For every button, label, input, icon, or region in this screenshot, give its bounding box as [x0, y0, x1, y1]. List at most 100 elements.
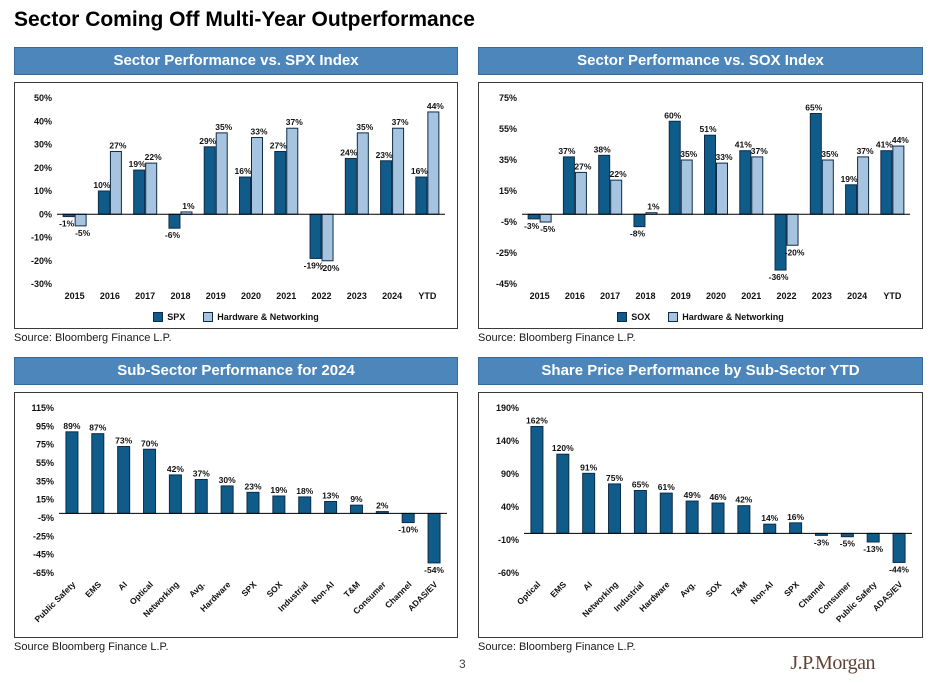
svg-text:37%: 37% [193, 469, 210, 479]
page-title: Sector Coming Off Multi-Year Outperforma… [14, 8, 475, 31]
svg-text:-10%: -10% [398, 525, 418, 535]
svg-text:2021: 2021 [276, 291, 296, 301]
svg-text:-5%: -5% [38, 513, 54, 523]
svg-text:30%: 30% [34, 140, 52, 150]
svg-text:51%: 51% [699, 124, 716, 134]
panel-ytd-chart-box: 190% 140% 90% 40% -10% -60% 162% 120% 91% 75% 65% 6… [478, 392, 923, 638]
svg-text:2018: 2018 [635, 291, 655, 301]
svg-text:44%: 44% [427, 101, 444, 111]
svg-text:-6%: -6% [165, 230, 181, 240]
page-number: 3 [459, 657, 466, 671]
svg-text:35%: 35% [36, 476, 54, 486]
svg-text:41%: 41% [875, 140, 892, 150]
svg-text:162%: 162% [526, 415, 548, 425]
legend-item-sox: SOX [617, 312, 650, 322]
panel-sox-source: Source: Bloomberg Finance L.P. [478, 332, 636, 344]
legend-item-hn: Hardware & Networking [203, 312, 319, 322]
svg-text:15%: 15% [36, 495, 54, 505]
svg-text:60%: 60% [664, 110, 681, 120]
svg-text:0%: 0% [39, 209, 52, 219]
svg-text:-45%: -45% [33, 550, 54, 560]
svg-text:23%: 23% [244, 481, 261, 491]
svg-text:2022: 2022 [776, 291, 796, 301]
svg-text:2019: 2019 [670, 291, 690, 301]
svg-text:2%: 2% [376, 501, 389, 511]
svg-text:37%: 37% [286, 117, 303, 127]
svg-text:14%: 14% [761, 513, 778, 523]
svg-text:2024: 2024 [847, 291, 867, 301]
svg-text:Non-AI: Non-AI [309, 579, 336, 606]
jpmorgan-logo: J.P.Morgan [790, 652, 875, 674]
svg-text:65%: 65% [805, 103, 822, 113]
svg-text:Avg.: Avg. [187, 579, 207, 599]
spx-legend: SPX Hardware & Networking [15, 306, 457, 328]
svg-text:9%: 9% [350, 494, 363, 504]
panel-sub2024-title: Sub-Sector Performance for 2024 [14, 357, 458, 385]
panel-sub2024-chart-box: 115% 95% 75% 55% 35% 15% -5% -25% -45% -65% 89% 87%… [14, 392, 458, 638]
svg-text:49%: 49% [683, 490, 700, 500]
svg-text:-5%: -5% [540, 224, 556, 234]
svg-text:40%: 40% [34, 116, 52, 126]
svg-text:2017: 2017 [135, 291, 155, 301]
svg-text:Optical: Optical [514, 579, 541, 606]
panel-ytd: Share Price Performance by Sub-Sector YT… [478, 357, 923, 653]
svg-text:35%: 35% [821, 149, 838, 159]
svg-text:-44%: -44% [889, 564, 909, 574]
svg-text:87%: 87% [89, 423, 106, 433]
svg-text:SPX: SPX [239, 579, 258, 598]
svg-text:SOX: SOX [703, 579, 723, 599]
ytd-bar-chart: 190% 140% 90% 40% -10% -60% 162% 120% 91% 75% 65% 6… [495, 403, 912, 624]
svg-text:33%: 33% [715, 152, 732, 162]
svg-text:19%: 19% [270, 485, 287, 495]
sub2024-bar-chart: 115% 95% 75% 55% 35% 15% -5% -25% -45% -65% 89% 87%… [31, 403, 447, 624]
svg-text:27%: 27% [109, 140, 126, 150]
svg-text:40%: 40% [500, 502, 518, 512]
svg-text:33%: 33% [250, 127, 267, 137]
svg-text:2015: 2015 [65, 291, 85, 301]
svg-text:41%: 41% [734, 140, 751, 150]
svg-text:61%: 61% [657, 482, 674, 492]
panel-sox: Sector Performance vs. SOX Index 75% 55% 3… [478, 47, 923, 344]
svg-text:-54%: -54% [424, 565, 444, 575]
panel-sub2024-source: Source Bloomberg Finance L.P. [14, 641, 169, 653]
svg-text:10%: 10% [34, 186, 52, 196]
svg-text:65%: 65% [631, 480, 648, 490]
svg-text:-25%: -25% [33, 531, 54, 541]
svg-text:AI: AI [116, 579, 129, 592]
svg-text:YTD: YTD [883, 291, 902, 301]
svg-text:16%: 16% [411, 166, 428, 176]
svg-text:190%: 190% [495, 403, 518, 413]
panel-spx-chart-box: 50% 40% 30% 20% 10% 0% -10% -20% -30% -1% 10% 19% -6… [14, 82, 458, 329]
svg-text:Public Safety: Public Safety [33, 579, 78, 624]
svg-text:-45%: -45% [495, 279, 516, 289]
svg-text:24%: 24% [340, 147, 357, 157]
svg-text:SPX: SPX [781, 579, 800, 598]
svg-text:AI: AI [580, 579, 593, 592]
sox-legend: SOX Hardware & Networking [479, 306, 922, 328]
charts-grid: Sector Performance vs. SPX Index 50% 40% 3… [14, 47, 923, 653]
sox-series-label: SOX [631, 312, 651, 322]
panel-ytd-source: Source: Bloomberg Finance L.P. [478, 641, 636, 653]
svg-text:2016: 2016 [564, 291, 584, 301]
svg-text:1%: 1% [647, 202, 660, 212]
svg-text:-3%: -3% [524, 221, 540, 231]
svg-text:2022: 2022 [312, 291, 332, 301]
svg-text:-10%: -10% [31, 233, 52, 243]
spx-series-label: SPX [167, 312, 186, 322]
svg-text:27%: 27% [270, 140, 287, 150]
svg-text:2024: 2024 [382, 291, 402, 301]
panel-spx-source: Source: Bloomberg Finance L.P. [14, 332, 172, 344]
svg-text:-20%: -20% [31, 256, 52, 266]
svg-text:90%: 90% [500, 469, 518, 479]
svg-text:-65%: -65% [33, 568, 54, 578]
svg-text:55%: 55% [36, 458, 54, 468]
panel-spx: Sector Performance vs. SPX Index 50% 40% 3… [14, 47, 458, 344]
svg-text:-13%: -13% [863, 544, 883, 554]
svg-text:35%: 35% [215, 122, 232, 132]
svg-text:-25%: -25% [495, 248, 516, 258]
svg-text:-30%: -30% [31, 279, 52, 289]
svg-text:20%: 20% [34, 163, 52, 173]
legend-item-spx: SPX [153, 312, 185, 322]
svg-text:35%: 35% [680, 149, 697, 159]
svg-text:-5%: -5% [75, 228, 91, 238]
